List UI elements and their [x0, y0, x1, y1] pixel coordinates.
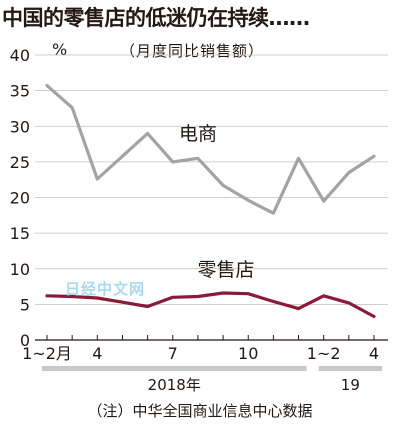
- year-bar: [42, 366, 307, 371]
- year-bar: [318, 366, 382, 371]
- chart-title: 中国的零售店的低迷仍在持续……: [2, 6, 310, 30]
- x-tick-label: 10: [238, 344, 258, 363]
- series-line-0: [45, 83, 376, 215]
- y-tick-label: 20: [10, 189, 30, 208]
- series-label-0: 电商: [179, 123, 217, 145]
- y-tick-label: 0: [20, 331, 30, 350]
- gridlines: [35, 54, 388, 341]
- y-tick-label: 5: [20, 295, 30, 314]
- series-label-1: 零售店: [197, 259, 254, 281]
- y-tick-label: 35: [10, 82, 30, 101]
- y-tick-label: 30: [10, 117, 30, 136]
- y-unit-label: %: [52, 40, 68, 59]
- year-axis: 2018年 19: [42, 366, 382, 394]
- series-line-1: [45, 291, 376, 319]
- x-tick-label: 4: [369, 344, 379, 363]
- x-axis: 1~2月 4 7 10 1~2 4: [22, 335, 379, 363]
- y-tick-label: 40: [10, 46, 30, 65]
- watermark-logo: 日经中文网: [65, 280, 146, 298]
- x-tick-label: 1~2月: [22, 344, 72, 363]
- x-tick-label: 1~2: [307, 344, 341, 363]
- x-tick-label: 4: [92, 344, 102, 363]
- year-label: 19: [341, 376, 360, 394]
- chart-subtitle: （月度同比销售额）: [120, 42, 265, 60]
- series-lines: [45, 83, 376, 319]
- y-tick-label: 10: [10, 260, 30, 279]
- year-label: 2018年: [148, 376, 201, 394]
- y-axis-ticks: 0 5 10 15 20 25 30 35 40: [10, 46, 30, 350]
- y-tick-label: 25: [10, 153, 30, 172]
- source-note: （注）中华全国商业信息中心数据: [87, 402, 313, 420]
- y-tick-label: 15: [10, 224, 30, 243]
- x-tick-label: 7: [168, 344, 178, 363]
